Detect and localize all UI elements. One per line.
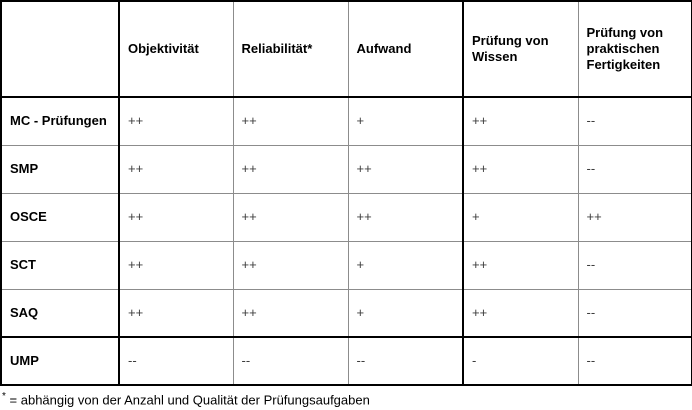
row-header: UMP	[0, 336, 120, 386]
table-cell: +	[347, 240, 464, 290]
table-cell: ++	[347, 192, 464, 242]
table-cell: --	[577, 144, 692, 194]
table-cell: ++	[462, 288, 579, 338]
column-header-pruefung-fertigkeiten: Prüfung von praktischen Fertigkeiten	[577, 0, 692, 98]
table-cell: ++	[232, 144, 349, 194]
table-cell: ++	[118, 96, 234, 146]
column-header-objektivitaet: Objektivität	[118, 0, 234, 98]
row-header: MC - Prüfungen	[0, 96, 120, 146]
column-header-pruefung-wissen: Prüfung von Wissen	[462, 0, 579, 98]
table-cell: +	[347, 96, 464, 146]
row-header: OSCE	[0, 192, 120, 242]
table-cell: ++	[232, 240, 349, 290]
row-header: SCT	[0, 240, 120, 290]
table-cell: ++	[118, 144, 234, 194]
table-cell: --	[347, 336, 464, 386]
footnote-asterisk: *	[2, 391, 6, 402]
table-cell: ++	[232, 288, 349, 338]
table-cell: --	[118, 336, 234, 386]
table-cell: ++	[577, 192, 692, 242]
table-cell: ++	[118, 192, 234, 242]
row-header: SAQ	[0, 288, 120, 338]
table-cell: ++	[462, 96, 579, 146]
table-cell: --	[577, 240, 692, 290]
table-cell: ++	[118, 240, 234, 290]
table-row-saq: SAQ ++ ++ + ++ --	[0, 288, 692, 338]
table-cell: ++	[462, 240, 579, 290]
column-header-aufwand: Aufwand	[347, 0, 464, 98]
table-row-ump: UMP -- -- -- - --	[0, 336, 692, 386]
table-cell: ++	[347, 144, 464, 194]
table-row-mc-pruefungen: MC - Prüfungen ++ ++ + ++ --	[0, 96, 692, 146]
table-cell: --	[232, 336, 349, 386]
table-row-osce: OSCE ++ ++ ++ + ++	[0, 192, 692, 242]
table-cell: ++	[232, 192, 349, 242]
table-cell: --	[577, 336, 692, 386]
table-row-sct: SCT ++ ++ + ++ --	[0, 240, 692, 290]
table-cell: --	[577, 96, 692, 146]
footnote-text: = abhängig von der Anzahl und Qualität d…	[9, 392, 370, 408]
table-cell: +	[462, 192, 579, 242]
column-header-reliabilitaet: Reliabilität*	[232, 0, 349, 98]
footnote: * = abhängig von der Anzahl und Qualität…	[0, 389, 692, 408]
row-header: SMP	[0, 144, 120, 194]
table-cell: ++	[118, 288, 234, 338]
table-cell: --	[577, 288, 692, 338]
corner-cell	[0, 0, 120, 98]
table-cell: +	[347, 288, 464, 338]
table-cell: ++	[462, 144, 579, 194]
table-row-smp: SMP ++ ++ ++ ++ --	[0, 144, 692, 194]
exam-comparison-table: Objektivität Reliabilität* Aufwand Prüfu…	[0, 0, 692, 386]
table-cell: -	[462, 336, 579, 386]
table-cell: ++	[232, 96, 349, 146]
header-row: Objektivität Reliabilität* Aufwand Prüfu…	[0, 0, 692, 98]
